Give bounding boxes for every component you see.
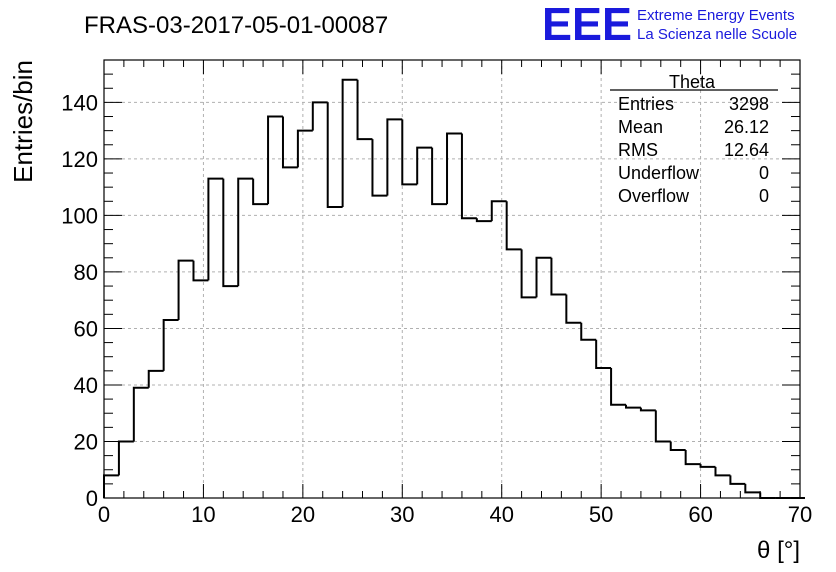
stats-row-value: 26.12 bbox=[724, 117, 769, 137]
x-tick-label: 60 bbox=[688, 502, 712, 527]
stats-row-label: Mean bbox=[618, 117, 663, 137]
y-tick-label: 80 bbox=[74, 260, 98, 285]
histogram-bin bbox=[490, 200, 507, 222]
logo-line-2: La Scienza nelle Scuole bbox=[637, 26, 797, 43]
histogram-bin bbox=[296, 129, 313, 168]
x-tick-label: 70 bbox=[788, 502, 812, 527]
x-tick-label: 30 bbox=[390, 502, 414, 527]
histogram-bin bbox=[326, 102, 343, 208]
histogram-bin bbox=[729, 475, 746, 485]
x-tick-label: 50 bbox=[589, 502, 613, 527]
histogram-bin bbox=[386, 118, 403, 196]
histogram-bin bbox=[684, 449, 701, 466]
histogram-bin bbox=[625, 404, 641, 409]
histogram-bin bbox=[475, 218, 492, 223]
stats-row-value: 0 bbox=[759, 186, 769, 206]
histogram-bin bbox=[192, 260, 209, 282]
histogram-bin bbox=[759, 492, 776, 499]
histogram-bin bbox=[416, 146, 433, 185]
histogram-bin bbox=[162, 318, 179, 371]
x-axis-label: θ [°] bbox=[757, 537, 800, 564]
histogram-bin bbox=[103, 474, 119, 498]
histogram-bin bbox=[639, 407, 656, 412]
y-tick-label: 20 bbox=[74, 429, 98, 454]
logo-mark: EEE bbox=[542, 0, 632, 50]
x-tick-label: 20 bbox=[291, 502, 315, 527]
histogram-bin bbox=[371, 139, 388, 197]
histogram-bin bbox=[401, 119, 418, 186]
stats-row-value: 12.64 bbox=[724, 140, 769, 160]
stats-row-value: 0 bbox=[759, 163, 769, 183]
y-tick-label: 140 bbox=[61, 90, 98, 115]
x-tick-label: 40 bbox=[489, 502, 513, 527]
stats-row-label: Overflow bbox=[618, 186, 690, 206]
x-tick-label: 10 bbox=[191, 502, 215, 527]
histogram-bin bbox=[117, 440, 134, 476]
histogram-bin bbox=[744, 483, 761, 494]
histogram-bin bbox=[147, 369, 164, 388]
histogram-bin bbox=[610, 368, 626, 406]
histogram-bin bbox=[654, 410, 671, 443]
x-tick-labels: 0 10 20 30 40 50 60 70 bbox=[98, 502, 812, 527]
stats-box-title: Theta bbox=[669, 72, 716, 92]
histogram-bars bbox=[103, 78, 805, 499]
histogram-bin bbox=[714, 466, 731, 477]
histogram-bin bbox=[460, 133, 477, 220]
y-tick-label: 120 bbox=[61, 147, 98, 172]
y-axis-label: Entries/bin bbox=[8, 60, 38, 183]
y-tick-label: 0 bbox=[86, 486, 98, 511]
histogram-bin bbox=[550, 257, 567, 296]
histogram-bin bbox=[565, 294, 582, 324]
histogram-bin bbox=[356, 79, 373, 141]
histogram-bin bbox=[252, 178, 269, 206]
histogram-bin bbox=[431, 147, 448, 206]
histogram-bin bbox=[281, 116, 298, 169]
eee-logo: EEE Extreme Energy Events La Scienza nel… bbox=[542, 0, 797, 50]
histogram-bin bbox=[311, 101, 328, 131]
histogram-bin bbox=[132, 386, 149, 442]
histogram-bin bbox=[580, 322, 597, 341]
histogram-bin bbox=[505, 201, 522, 251]
y-tick-label: 60 bbox=[74, 316, 98, 341]
histogram-bin bbox=[222, 178, 239, 288]
histogram-bin bbox=[520, 249, 537, 299]
logo-line-1: Extreme Energy Events bbox=[637, 7, 795, 24]
histogram-bin bbox=[267, 115, 283, 205]
histogram-bin bbox=[595, 339, 612, 370]
x-tick-label: 0 bbox=[98, 502, 110, 527]
stats-box: Theta Entries 3298 Mean 26.12 RMS 12.64 Underf… bbox=[610, 72, 778, 206]
histogram-bin bbox=[237, 177, 254, 287]
y-tick-label: 100 bbox=[61, 203, 98, 228]
histogram-bin bbox=[446, 132, 462, 205]
histogram-bin bbox=[669, 441, 686, 451]
stats-row-label: Entries bbox=[618, 94, 674, 114]
histogram-bin bbox=[341, 78, 358, 207]
histogram-bin bbox=[177, 259, 194, 320]
plot-frame bbox=[103, 59, 801, 499]
chart-title: FRAS-03-2017-05-01-00087 bbox=[84, 12, 388, 39]
histogram-bin bbox=[535, 256, 552, 298]
y-tick-labels: 0 20 40 60 80 100 120 140 bbox=[61, 90, 98, 511]
stats-row-label: Underflow bbox=[618, 163, 700, 183]
histogram-bin bbox=[699, 464, 716, 468]
stats-row-label: RMS bbox=[618, 140, 658, 160]
histogram-bin bbox=[207, 177, 224, 281]
grid-lines bbox=[104, 60, 800, 498]
stats-row-value: 3298 bbox=[729, 94, 769, 114]
axis-ticks bbox=[103, 59, 801, 499]
y-tick-label: 40 bbox=[74, 373, 98, 398]
